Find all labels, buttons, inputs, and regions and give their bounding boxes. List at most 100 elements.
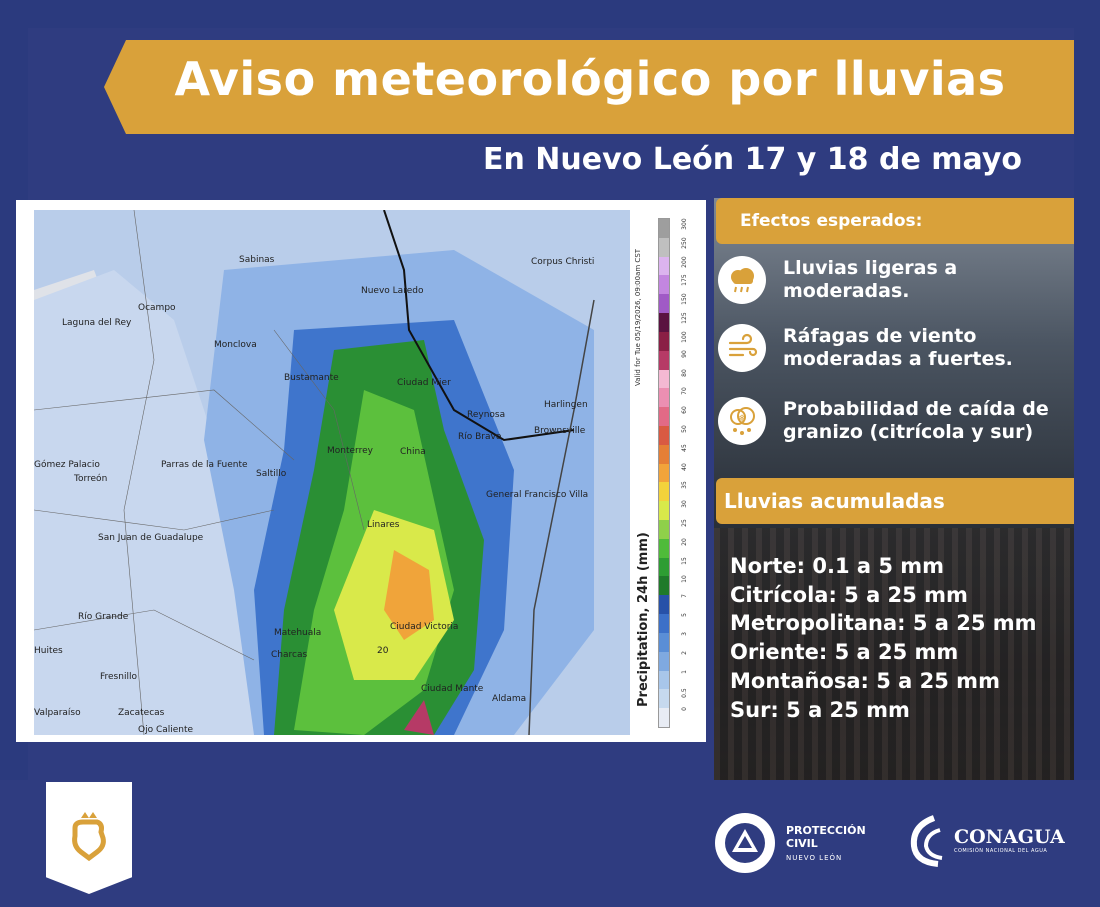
proteccion-civil-logo: PROTECCIÓN CIVIL NUEVO LEÓN [712,810,866,876]
svg-text:❄: ❄ [738,414,746,424]
pc-line2: CIVIL [786,837,818,850]
rain-line-sur: Sur: 5 a 25 mm [730,697,910,722]
map-city-label: Nuevo Laredo [361,286,424,296]
legend-swatch [659,275,669,295]
nuevo-leon-shield-logo [46,782,132,894]
legend-swatch [659,557,669,577]
effect-item-wind: Ráfagas de viento moderadas a fuertes. [718,324,1083,372]
legend-label: Precipitation, 24h (mm) [636,532,651,708]
rain-line-metropolitana: Metropolitana: 5 a 25 mm [730,611,1037,636]
map-city-label: Ciudad Mante [421,684,484,694]
legend-valid-text: Valid for Tue 05/19/2026, 09:00am CST [634,248,642,386]
map-city-label: Laguna del Rey [62,318,132,328]
effect-item-hail: ❄ Probabilidad de caída de granizo (citr… [718,397,1083,445]
map-city-label: Río Bravo [458,432,502,442]
legend-tick: 25 [681,519,688,527]
map-city-label: Ocampo [138,303,176,313]
effect-text-wind: Ráfagas de viento moderadas a fuertes. [783,325,1013,370]
page-title: Aviso meteorológico por lluvias [174,52,1006,106]
map-city-label: China [400,447,426,457]
map-city-label: Torreón [74,474,108,484]
legend-tick: 15 [681,556,688,565]
city-photo [714,528,1074,780]
map-city-label: Brownsville [534,426,586,436]
legend-ticks: 300 250 200 175 150 125 100 90 80 70 60 50 45 40 35 30 2… [670,218,688,726]
conagua-icon [910,815,943,867]
map-city-label: Sabinas [239,255,275,265]
legend-tick: 10 [681,575,688,584]
legend-swatch [659,670,669,690]
legend-swatch [659,294,669,314]
map-city-label: Corpus Christi [531,257,595,267]
map-city-label: Fresnillo [100,672,137,682]
effect-item-rain: Lluvias ligeras a moderadas. [718,256,1083,304]
legend-tick: 50 [681,424,688,433]
rain-heading: Lluvias acumuladas [716,478,1074,524]
map-city-label: Valparaíso [34,708,81,718]
precipitation-legend: Valid for Tue 05/19/2026, 09:00am CST Pr… [630,210,688,735]
effect-text-rain: Lluvias ligeras a moderadas. [783,257,958,302]
legend-swatch [659,708,669,727]
legend-swatch [659,425,669,445]
pc-line1: PROTECCIÓN [786,824,866,837]
map-city-label: Monterrey [327,446,373,456]
map-city-label: General Francisco Villa [486,490,589,500]
legend-tick: 70 [681,387,688,395]
hail-icon: ❄ [718,397,766,445]
legend-swatch [659,520,669,539]
rain-line-norte: Norte: 0.1 a 5 mm [730,554,945,578]
legend-tick: 35 [681,481,688,490]
legend-swatch [659,331,669,351]
legend-tick: 1 [681,669,688,674]
title-banner [104,40,1074,134]
legend-swatch [659,350,669,370]
legend-tick: 60 [681,406,688,414]
legend-swatch [659,595,669,615]
legend-swatch [659,313,669,332]
effect-text-hail: Probabilidad de caída de granizo (citríc… [783,398,1049,443]
legend-swatch [659,463,669,483]
legend-tick: 5 [681,613,688,617]
legend-swatch [659,614,669,633]
legend-tick: 150 [681,293,688,305]
legend-tick: 100 [681,330,688,343]
map-city-label: Ciudad Victoria [390,622,459,632]
legend-swatch [659,538,669,558]
map-city-label: San Juan de Guadalupe [98,533,204,543]
legend-swatch [659,651,669,671]
map-city-label: Charcas [271,650,308,660]
map-city-label: 20 [377,646,389,656]
conagua-subtitle: COMISIÓN NACIONAL DEL AGUA [954,848,1048,854]
map-city-label: Reynosa [467,410,506,420]
proteccion-civil-icon [715,813,775,873]
map-city-label: Saltillo [256,469,287,479]
map-city-label: Gómez Palacio [34,460,100,470]
rain-line-montanosa: Montañosa: 5 a 25 mm [730,668,1000,693]
map-city-label: Río Grande [78,612,129,622]
map-city-label: Ciudad Mier [397,378,451,388]
legend-tick: 40 [681,462,688,471]
legend-tick: 7 [681,594,688,599]
legend-color-bar [658,218,670,728]
precipitation-map-graphic [34,210,630,735]
map-city-label: Zacatecas [118,708,165,718]
legend-tick: 20 [681,537,688,546]
map-city-label: Monclova [214,340,257,350]
legend-tick: 80 [681,368,688,377]
legend-tick: 3 [681,631,688,636]
map-city-label: Ojo Caliente [138,725,194,735]
rain-line-citricola: Citrícola: 5 a 25 mm [730,582,968,607]
legend-swatch [659,632,669,652]
pc-line3: NUEVO LEÓN [786,854,843,862]
legend-swatch [659,444,669,464]
legend-tick: 45 [681,443,688,452]
legend-tick: 2 [681,650,688,655]
wind-icon [718,324,766,372]
legend-tick: 125 [681,312,688,324]
map-city-label: Aldama [492,694,527,704]
rain-list: Norte: 0.1 a 5 mm Citrícola: 5 a 25 mm M… [730,552,1037,724]
legend-swatch [659,256,669,276]
rain-line-oriente: Oriente: 5 a 25 mm [730,640,959,665]
map-city-label: Linares [367,520,400,530]
legend-tick: 300 [681,218,688,230]
